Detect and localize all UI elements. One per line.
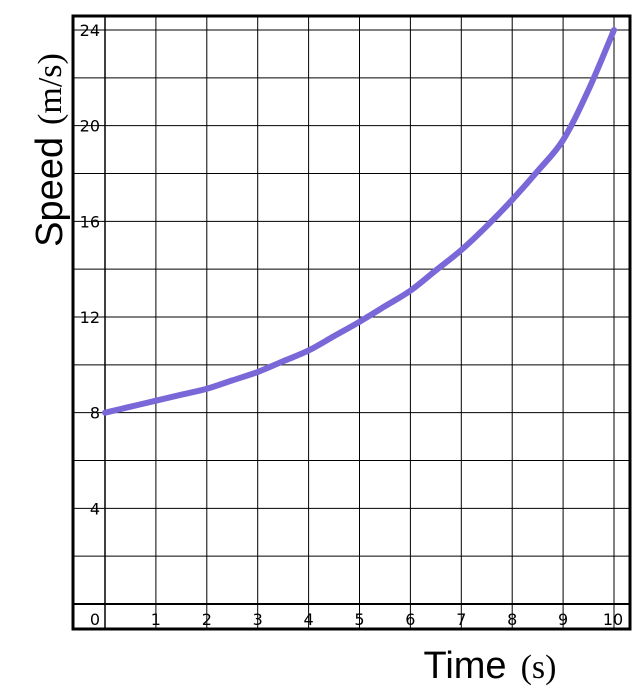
x-axis-title: Time (s) <box>424 645 557 687</box>
y-axis-title-word: Speed <box>29 137 71 247</box>
x-tick-label: 10 <box>603 610 623 629</box>
plot-frame <box>71 14 632 631</box>
x-tick-label: 0 <box>90 610 100 629</box>
x-tick-label: 1 <box>151 610 161 629</box>
y-tick-label: 24 <box>80 21 100 40</box>
x-axis-title-word: Time <box>424 645 507 687</box>
y-tick-label: 12 <box>80 308 100 327</box>
x-tick-label: 3 <box>253 610 263 629</box>
y-tick-label: 8 <box>90 404 100 423</box>
y-tick-label: 20 <box>80 117 100 136</box>
x-tick-label: 2 <box>202 610 212 629</box>
speed-curve <box>102 27 617 416</box>
y-tick-label: 16 <box>80 212 100 231</box>
x-tick-label: 8 <box>507 610 517 629</box>
x-tick-label: 6 <box>405 610 415 629</box>
svg-text:Speed (m/s): Speed (m/s) <box>29 53 71 247</box>
x-tick-label: 9 <box>558 610 568 629</box>
y-axis-title-unit: (m/s) <box>32 53 69 125</box>
x-tick-label: 4 <box>304 610 314 629</box>
series-layer <box>102 27 617 416</box>
x-tick-label: 5 <box>354 610 364 629</box>
x-axis-title-unit: (s) <box>521 649 557 686</box>
x-tick-label: 7 <box>456 610 466 629</box>
y-axis-title: Speed (m/s) <box>29 53 71 247</box>
y-tick-label: 4 <box>90 499 100 518</box>
grid <box>73 16 630 629</box>
